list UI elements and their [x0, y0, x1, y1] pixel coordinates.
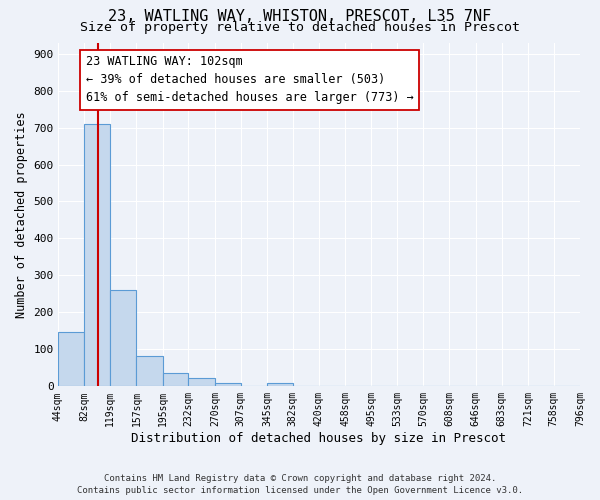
Bar	[85, 124, 110, 386]
Bar	[110, 290, 136, 386]
Text: Contains HM Land Registry data © Crown copyright and database right 2024.
Contai: Contains HM Land Registry data © Crown c…	[77, 474, 523, 495]
Bar	[188, 378, 215, 386]
Bar	[267, 382, 293, 386]
Bar	[136, 356, 163, 386]
Text: Size of property relative to detached houses in Prescot: Size of property relative to detached ho…	[80, 21, 520, 34]
Bar	[163, 372, 188, 386]
X-axis label: Distribution of detached houses by size in Prescot: Distribution of detached houses by size …	[131, 432, 506, 445]
Bar	[215, 382, 241, 386]
Text: 23 WATLING WAY: 102sqm
← 39% of detached houses are smaller (503)
61% of semi-de: 23 WATLING WAY: 102sqm ← 39% of detached…	[86, 56, 413, 104]
Text: 23, WATLING WAY, WHISTON, PRESCOT, L35 7NF: 23, WATLING WAY, WHISTON, PRESCOT, L35 7…	[109, 9, 491, 24]
Bar	[58, 332, 85, 386]
Y-axis label: Number of detached properties: Number of detached properties	[15, 111, 28, 318]
